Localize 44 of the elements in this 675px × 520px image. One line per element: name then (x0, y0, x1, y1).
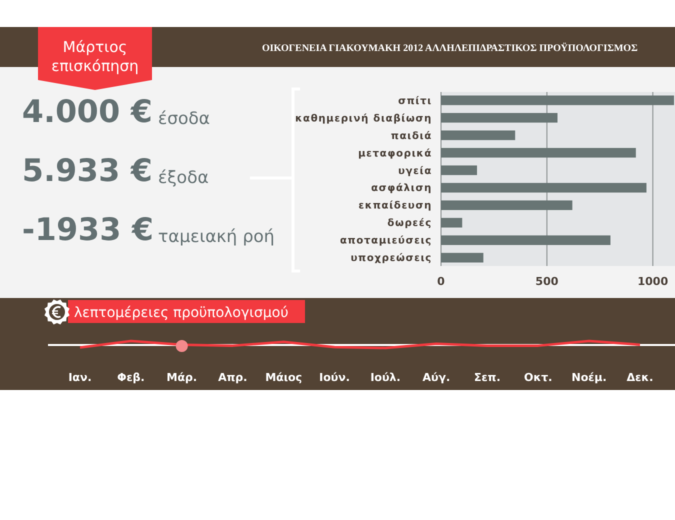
y-tick-label: ασφάλιση (371, 183, 432, 194)
y-tick-label: καθημερινή διαβίωση (295, 113, 432, 124)
x-tick-label: Μάιος (265, 371, 302, 384)
text: -1933 € (22, 212, 154, 248)
y-tick-label: υποχρεώσεις (350, 253, 432, 264)
text: 4.000 € (22, 94, 152, 130)
x-tick-label: Ιούλ. (370, 371, 401, 384)
bar (441, 218, 462, 228)
bar (441, 182, 646, 193)
x-tick-label: Απρ. (218, 371, 248, 384)
y-tick-label: δωρεές (387, 218, 432, 230)
text: 5.933 € (22, 153, 152, 189)
y-tick-label: υγεία (398, 166, 432, 177)
chart-title: λεπτομέρειες προϋπολογισμού (74, 305, 288, 321)
x-tick-label: 500 (535, 275, 559, 288)
x-tick-label: Μάρ. (166, 371, 198, 384)
x-tick-label: Οκτ. (524, 371, 552, 384)
x-tick-label: Ιούν. (319, 371, 350, 384)
x-tick-label: Νοέμ. (572, 371, 607, 384)
x-tick-label: Φεβ. (117, 371, 145, 384)
y-tick-label: σπίτι (398, 96, 432, 107)
y-tick-label: παιδιά (390, 130, 432, 142)
text: έσοδα (158, 109, 210, 129)
x-tick-label: 0 (437, 275, 446, 288)
x-tick-label: Δεκ. (626, 371, 654, 384)
bar (441, 200, 572, 210)
bar (441, 112, 558, 123)
chart-title: ΟΙΚΟΓΕΝΕΙΑ ΓΙΑΚΟΥΜΑΚΗ 2012 ΑΛΛΗΛΕΠΙΔΡΑΣΤΙΚΟΣ ΠΡΟΫΠΟΛΟΓΙΣΜΟΣ (262, 42, 638, 54)
text: έξοδα (158, 168, 209, 188)
bar (441, 235, 610, 246)
bar (441, 148, 636, 158)
bar (441, 130, 516, 140)
x-tick-label: 1000 (638, 275, 668, 288)
y-tick-label: αποταμιεύσεις (340, 236, 432, 247)
y-tick-label: μεταφορικά (358, 148, 432, 160)
text: Μάρτιος επισκόπηση (51, 38, 139, 75)
text: ταμειακή ροή (158, 227, 275, 247)
bar (441, 165, 478, 176)
x-tick-label: Ιαν. (68, 371, 92, 384)
bar (441, 96, 674, 106)
bar (441, 252, 484, 262)
y-tick-label: εκπαίδευση (358, 200, 432, 212)
x-tick-label: Σεπ. (474, 371, 501, 384)
x-tick-label: Αύγ. (422, 371, 450, 384)
